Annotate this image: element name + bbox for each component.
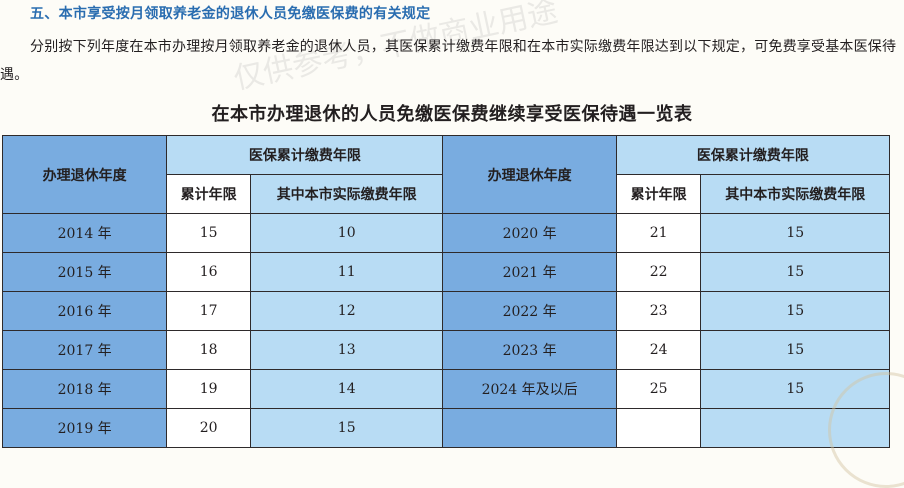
cell-total: 18 — [166, 330, 251, 370]
paragraph: 分别按下列年度在本市办理按月领取养老金的退休人员，其医保累计缴费年限和在本市实际… — [0, 33, 902, 89]
header-local-right: 其中本市实际缴费年限 — [700, 174, 890, 214]
header-total-left: 累计年限 — [166, 174, 251, 214]
cell-local: 13 — [249, 330, 444, 370]
table-row: 2018 年 19 14 2024 年及以后 25 15 — [1, 369, 890, 409]
header-retire-year-right: 办理退休年度 — [442, 135, 617, 214]
table-row: 2014 年 15 10 2020 年 21 15 — [1, 213, 890, 253]
header-total-right: 累计年限 — [615, 174, 702, 214]
header-group-left: 医保累计缴费年限 — [166, 135, 444, 175]
cell-year: 2024 年及以后 — [442, 369, 617, 409]
cell-total: 25 — [615, 369, 702, 409]
exemption-table: 办理退休年度 医保累计缴费年限 办理退休年度 医保累计缴费年限 累计年限 其中本… — [1, 135, 891, 448]
header-group-right: 医保累计缴费年限 — [615, 135, 891, 175]
cell-year: 2014 年 — [1, 213, 168, 253]
table-row: 2017 年 18 13 2023 年 24 15 — [1, 330, 890, 370]
cell-year — [442, 408, 617, 448]
cell-local: 15 — [700, 213, 890, 253]
cell-total: 17 — [166, 291, 251, 331]
cell-local: 12 — [249, 291, 444, 331]
cell-local: 10 — [249, 213, 444, 253]
cell-year: 2020 年 — [442, 213, 617, 253]
cell-total: 19 — [166, 369, 251, 409]
cell-local: 15 — [249, 408, 444, 448]
table-row: 2015 年 16 11 2021 年 22 15 — [1, 252, 890, 292]
cell-local: 14 — [249, 369, 444, 409]
cell-year: 2019 年 — [1, 408, 168, 448]
cell-year: 2023 年 — [442, 330, 617, 370]
cell-total: 21 — [615, 213, 702, 253]
cell-total — [615, 408, 702, 448]
subheader-row: 累计年限 其中本市实际缴费年限 累计年限 其中本市实际缴费年限 — [3, 174, 890, 214]
cell-total: 24 — [615, 330, 702, 370]
cell-local: 15 — [700, 330, 890, 370]
cell-year: 2015 年 — [1, 252, 168, 292]
cell-total: 22 — [615, 252, 702, 292]
header-local-left: 其中本市实际缴费年限 — [249, 174, 444, 214]
cell-total: 20 — [166, 408, 251, 448]
cell-local: 15 — [700, 252, 890, 292]
cell-total: 23 — [615, 291, 702, 331]
table-title: 在本市办理退休的人员免缴医保费继续享受医保待遇一览表 — [211, 104, 693, 125]
header-retire-year-left: 办理退休年度 — [1, 135, 168, 214]
section-heading: 五、本市享受按月领取养老金的退休人员免缴医保费的有关规定 — [30, 6, 431, 22]
table-row: 2016 年 17 12 2022 年 23 15 — [1, 291, 890, 331]
paragraph-text: 分别按下列年度在本市办理按月领取养老金的退休人员，其医保累计缴费年限和在本市实际… — [0, 39, 897, 83]
cell-year: 2022 年 — [442, 291, 617, 331]
cell-local: 11 — [249, 252, 444, 292]
cell-year: 2017 年 — [1, 330, 168, 370]
cell-year: 2021 年 — [442, 252, 617, 292]
cell-year: 2018 年 — [1, 369, 168, 409]
cell-total: 15 — [166, 213, 251, 253]
cell-year: 2016 年 — [1, 291, 168, 331]
header-row: 办理退休年度 医保累计缴费年限 办理退休年度 医保累计缴费年限 — [1, 135, 891, 214]
cell-total: 16 — [166, 252, 251, 292]
cell-local: 15 — [700, 291, 890, 331]
table-row: 2019 年 20 15 — [1, 408, 890, 448]
